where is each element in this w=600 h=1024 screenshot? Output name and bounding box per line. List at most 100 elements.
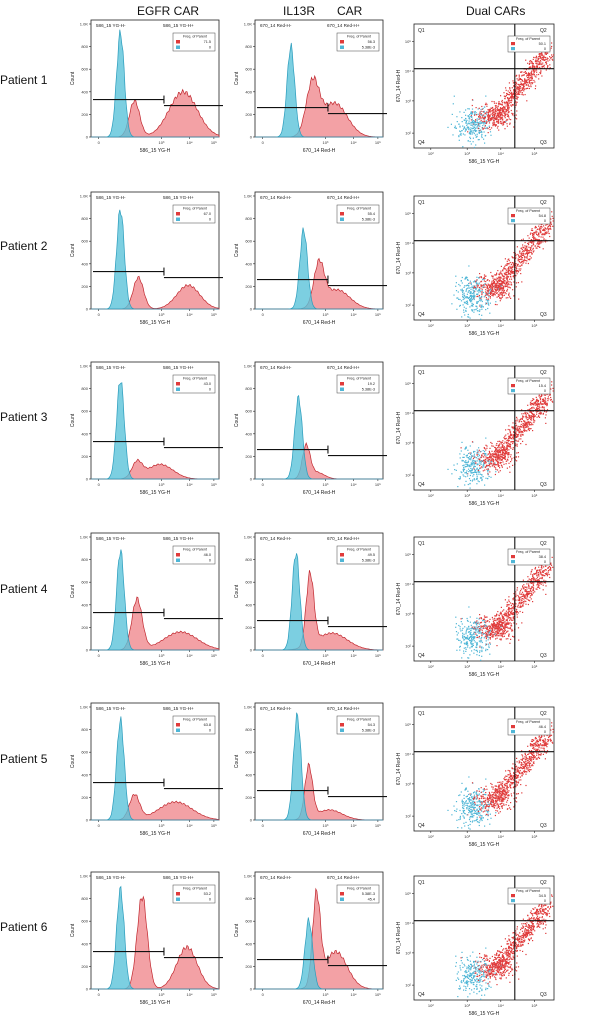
positive-event-dot [520,423,522,426]
negative-event-dot [475,288,477,291]
positive-event-dot [521,79,523,81]
positive-event-dot [503,447,505,449]
positive-event-dot [499,111,501,113]
positive-event-dot [515,103,517,105]
negative-event-dot [487,643,489,645]
legend-value-negative: 0 [544,560,546,564]
positive-event-dot [512,262,514,264]
positive-event-dot [496,286,498,288]
positive-event-dot [549,224,551,226]
positive-event-dot [496,287,498,289]
positive-event-dot [523,429,525,431]
negative-event-dot [469,299,472,301]
positive-event-dot [542,59,544,61]
positive-event-dot [547,230,549,232]
positive-event-dot [507,608,510,610]
positive-event-dot [507,621,509,623]
positive-event-dot [492,294,494,296]
positive-event-dot [529,408,531,410]
negative-event-dot [486,635,488,637]
positive-event-dot [522,89,524,91]
positive-event-dot [534,245,536,247]
positive-event-dot [519,86,522,88]
negative-event-dot [474,637,476,639]
negative-event-dot [464,295,466,298]
positive-event-dot [535,404,537,406]
positive-event-dot [478,458,480,460]
positive-event-dot [506,783,508,785]
positive-event-dot [547,229,550,231]
positive-event-dot [525,69,527,71]
positive-event-dot [499,115,501,117]
positive-event-dot [493,124,495,126]
positive-event-dot [479,305,481,307]
positive-event-dot [551,45,553,48]
y-tick-label: 0 [250,307,253,312]
positive-event-dot [500,628,502,630]
positive-event-dot [519,87,521,89]
positive-event-dot [505,269,507,271]
positive-event-dot [523,602,525,604]
positive-event-dot [499,109,501,112]
negative-event-dot [481,460,483,462]
negative-event-dot [462,133,464,135]
negative-event-dot [469,456,471,458]
positive-event-dot [539,413,541,415]
negative-event-dot [487,301,489,303]
positive-event-dot [515,83,517,85]
positive-event-dot [533,416,535,418]
positive-event-dot [512,257,514,259]
negative-event-dot [466,463,468,465]
positive-event-dot [529,60,532,62]
positive-event-dot [520,443,522,445]
negative-event-dot [488,475,490,478]
negative-event-dot [465,642,467,644]
negative-event-dot [481,290,483,292]
positive-event-dot [527,250,529,252]
negative-event-dot [465,460,467,462]
positive-event-dot [499,287,501,289]
positive-event-dot [512,612,514,614]
positive-event-dot [540,223,542,225]
negative-event-dot [475,631,477,633]
positive-event-dot [501,116,503,118]
positive-event-dot [545,411,547,413]
positive-event-dot [542,406,544,408]
legend-box [336,374,380,394]
positive-event-dot [492,125,494,127]
positive-event-dot [536,571,538,573]
positive-event-dot [480,120,482,122]
negative-event-dot [480,647,483,649]
positive-event-dot [521,595,523,597]
negative-event-dot [487,477,489,480]
positive-event-dot [516,614,518,616]
positive-event-dot [500,112,502,114]
positive-event-dot [507,623,509,625]
negative-event-dot [471,470,473,472]
positive-event-dot [520,430,523,433]
positive-event-dot [530,229,533,231]
positive-event-dot [495,455,497,457]
positive-event-dot [515,90,517,93]
positive-event-dot [480,625,482,627]
positive-event-dot [522,422,524,425]
negative-event-dot [475,130,477,133]
positive-event-dot [537,569,539,572]
positive-event-dot [513,281,515,283]
positive-event-dot [508,108,510,110]
positive-event-dot [493,456,495,458]
positive-event-dot [498,117,500,119]
positive-event-dot [535,69,537,71]
negative-event-dot [482,108,484,110]
positive-event-dot [496,116,498,119]
positive-event-dot [546,393,548,396]
positive-event-dot [504,111,506,113]
positive-event-dot [520,588,522,590]
positive-event-dot [516,587,518,589]
positive-event-dot [511,104,514,106]
positive-event-dot [496,447,499,449]
positive-event-dot [505,610,507,612]
negative-event-dot [455,127,457,129]
x-tick-label: 10³ [323,482,329,487]
